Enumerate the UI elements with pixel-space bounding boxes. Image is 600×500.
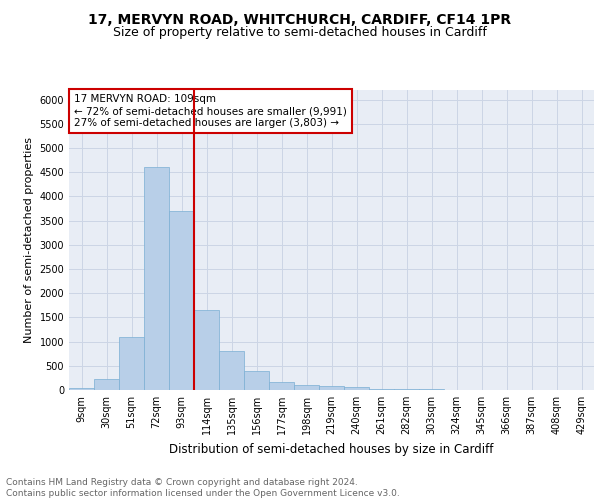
Bar (169, 211, 194, 390)
Bar (194, 310, 219, 390)
Y-axis label: Number of semi-detached properties: Number of semi-detached properties (24, 137, 34, 343)
Bar (119, 337, 144, 390)
Bar (269, 382, 294, 390)
Bar (369, 388, 394, 390)
Text: 17, MERVYN ROAD, WHITCHURCH, CARDIFF, CF14 1PR: 17, MERVYN ROAD, WHITCHURCH, CARDIFF, CF… (88, 12, 512, 26)
Bar (344, 387, 369, 390)
Bar (219, 352, 244, 390)
Text: Size of property relative to semi-detached houses in Cardiff: Size of property relative to semi-detach… (113, 26, 487, 39)
Bar (144, 168, 169, 390)
Bar (69, 388, 94, 390)
Text: 17 MERVYN ROAD: 109sqm
← 72% of semi-detached houses are smaller (9,991)
27% of : 17 MERVYN ROAD: 109sqm ← 72% of semi-det… (74, 94, 347, 128)
Text: Contains HM Land Registry data © Crown copyright and database right 2024.
Contai: Contains HM Land Registry data © Crown c… (6, 478, 400, 498)
Bar (319, 386, 344, 390)
Bar (244, 371, 269, 390)
Bar (294, 385, 319, 390)
X-axis label: Distribution of semi-detached houses by size in Cardiff: Distribution of semi-detached houses by … (169, 442, 494, 456)
Bar (94, 379, 119, 390)
Bar (394, 389, 419, 390)
